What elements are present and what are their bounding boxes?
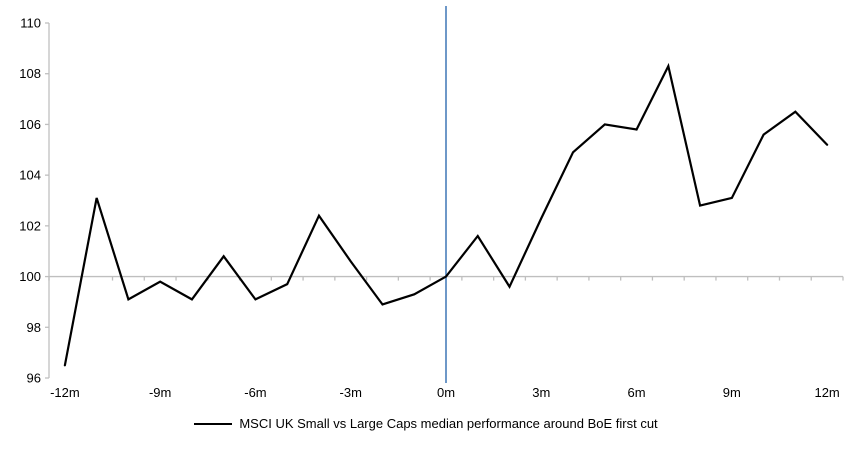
legend: MSCI UK Small vs Large Caps median perfo…	[0, 416, 852, 431]
x-axis-tick-label: 0m	[437, 385, 455, 400]
y-axis-tick-label: 96	[27, 371, 41, 386]
x-axis-tick-label: -12m	[50, 385, 80, 400]
y-axis-tick-label: 100	[19, 269, 41, 284]
x-axis-tick-label: -6m	[244, 385, 266, 400]
x-axis-tick-label: 12m	[814, 385, 839, 400]
series-line	[63, 62, 829, 367]
x-axis-tick-label: -3m	[340, 385, 362, 400]
legend-label: MSCI UK Small vs Large Caps median perfo…	[239, 416, 658, 431]
y-axis-tick-label: 102	[19, 218, 41, 233]
x-axis-tick-label: 3m	[532, 385, 550, 400]
y-axis-tick-label: 98	[27, 320, 41, 335]
x-axis-tick-label: 9m	[723, 385, 741, 400]
y-axis-tick-label: 110	[20, 16, 41, 31]
y-axis-tick-label: 108	[19, 66, 41, 81]
y-axis-tick-label: 106	[19, 117, 41, 132]
x-axis-tick-label: -9m	[149, 385, 171, 400]
legend-line-swatch	[194, 422, 233, 425]
y-axis-tick-label: 104	[19, 168, 41, 183]
x-axis-tick-label: 6m	[628, 385, 646, 400]
